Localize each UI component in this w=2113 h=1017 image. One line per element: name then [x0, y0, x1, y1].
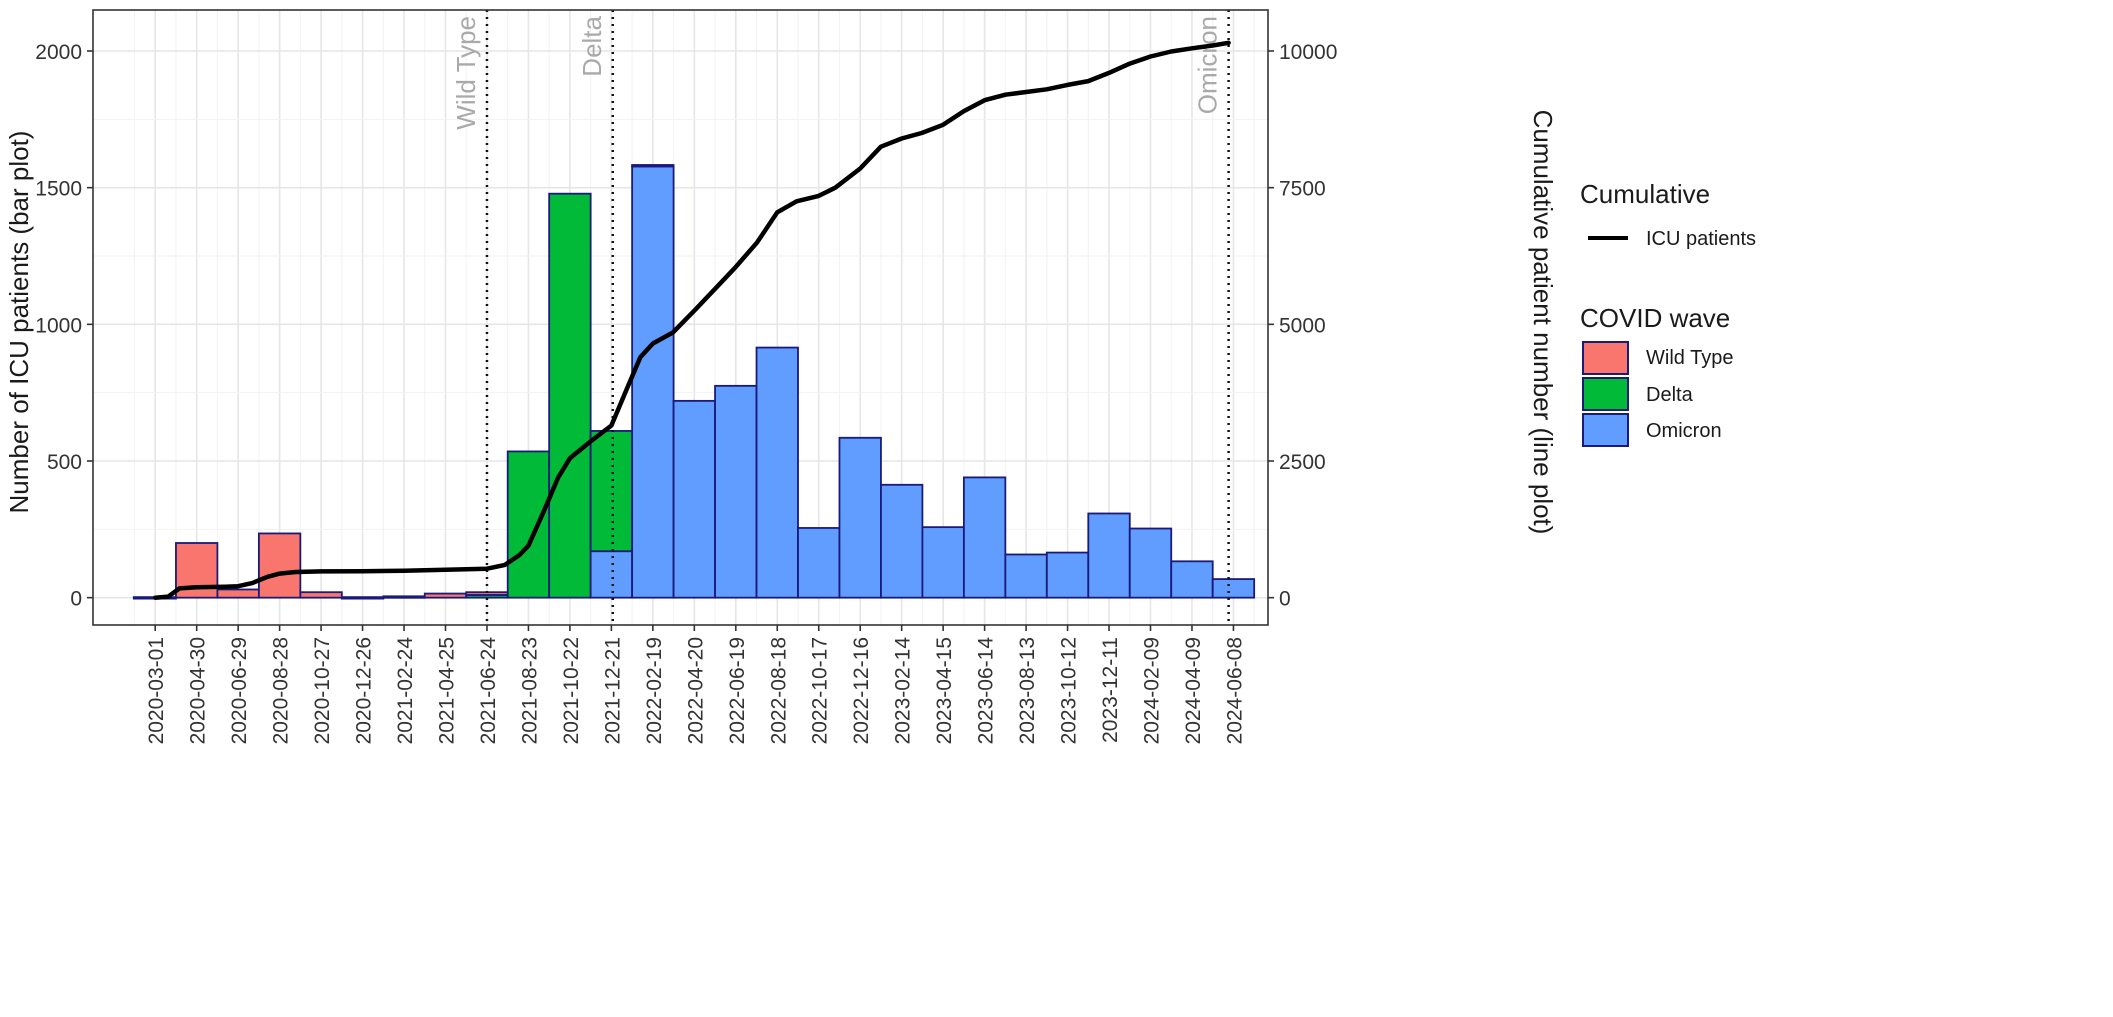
x-tick-label: 2024-04-09 — [1182, 637, 1205, 744]
legend-item-wild-type: Wild Type — [1646, 347, 1733, 369]
x-tick-label: 2021-06-24 — [477, 637, 500, 745]
x-tick-label: 2020-12-26 — [353, 637, 376, 744]
y2-tick-label: 10000 — [1279, 41, 1337, 64]
panel-border — [92, 9, 1269, 626]
bar-omicron — [1045, 551, 1090, 599]
bar-wild-type — [299, 591, 343, 599]
legend-key-omicron — [1582, 413, 1629, 447]
x-tick-label: 2021-08-23 — [518, 637, 541, 744]
x-tick-label: 2024-02-09 — [1141, 637, 1164, 744]
x-tick-label: 2020-03-01 — [145, 637, 168, 744]
cumulative-line-layer — [152, 40, 1231, 600]
bar-delta — [589, 430, 634, 553]
x-tick-label: 2024-06-08 — [1223, 637, 1246, 744]
bar-wild-type — [382, 595, 426, 599]
bar-omicron — [714, 384, 758, 599]
y-tick-label: 2000 — [35, 41, 82, 64]
wave-boundaries: Wild Type Delta Omicron — [451, 10, 1230, 625]
y2-tick-label: 7500 — [1279, 178, 1326, 201]
bar-omicron — [1128, 527, 1173, 599]
bar-wild-type — [423, 592, 468, 599]
legend-item-delta: Delta — [1646, 384, 1694, 406]
legend-cumulative-item: ICU patients — [1646, 228, 1756, 250]
legend-wave-title: COVID wave — [1580, 303, 1730, 333]
x-tick-label: 2021-04-25 — [436, 637, 459, 744]
bar-omicron — [589, 550, 634, 599]
x-tick-label: 2023-04-15 — [933, 637, 956, 744]
bar-omicron — [755, 346, 799, 599]
y-tick-label: 500 — [47, 451, 82, 474]
legend-cumulative-title: Cumulative — [1580, 179, 1710, 209]
x-tick-label: 2022-06-19 — [726, 637, 749, 744]
x-tick-label: 2022-12-16 — [850, 637, 873, 744]
bars — [132, 164, 1256, 600]
y2-tick-label: 0 — [1279, 588, 1291, 611]
x-tick-label: 2023-08-13 — [1016, 637, 1039, 744]
bar-wild-type — [216, 588, 260, 599]
legend-key-wild-type — [1582, 341, 1629, 375]
bar-omicron — [962, 476, 1007, 599]
bar-wild-type — [257, 532, 302, 599]
y2-axis-label: Cumulative patient number (line plot) — [1528, 110, 1558, 535]
bar-omicron — [1170, 560, 1214, 599]
y2-tick-label: 2500 — [1279, 451, 1326, 474]
x-tick-label: 2020-06-29 — [228, 637, 251, 744]
y-axis-left: 0 500 1000 1500 2000 — [35, 41, 93, 611]
y-tick-label: 1500 — [35, 178, 82, 201]
legend-item-omicron: Omicron — [1646, 420, 1722, 442]
x-tick-label: 2020-10-27 — [311, 637, 334, 744]
legend: Cumulative ICU patients COVID wave Wild … — [1580, 179, 1756, 447]
y-tick-label: 1000 — [35, 314, 82, 337]
bar-delta — [506, 450, 551, 599]
x-tick-label: 2023-10-12 — [1058, 637, 1081, 744]
x-tick-label: 2023-12-11 — [1099, 637, 1122, 743]
x-tick-label: 2021-12-21 — [601, 637, 624, 744]
wave-boundary-label: Wild Type — [451, 16, 481, 130]
y-tick-label: 0 — [70, 588, 82, 611]
x-tick-label: 2022-10-17 — [809, 637, 832, 744]
bar-omicron — [838, 436, 882, 599]
y-axis-right: 0 2500 5000 7500 10000 — [1268, 41, 1337, 611]
x-tick-label: 2021-02-24 — [394, 637, 417, 745]
cumulative-line — [152, 40, 1231, 600]
x-tick-label: 2020-04-30 — [187, 637, 210, 744]
bar-omicron — [672, 399, 716, 599]
bar-omicron — [1087, 512, 1131, 599]
wave-boundary-label: Delta — [577, 15, 607, 76]
bar-omicron — [1004, 553, 1048, 599]
x-tick-label: 2022-08-18 — [767, 637, 790, 744]
x-tick-label: 2022-02-19 — [643, 637, 666, 744]
x-tick-label: 2022-04-20 — [684, 637, 707, 744]
x-axis: 2020-03-01 2020-04-30 2020-06-29 2020-08-28… — [145, 625, 1246, 744]
panel-frame — [92, 9, 1269, 626]
bar-wild-type — [340, 596, 385, 600]
x-tick-label: 2023-02-14 — [892, 637, 915, 745]
legend-key-delta — [1582, 377, 1629, 411]
y-axis-label: Number of ICU patients (bar plot) — [4, 131, 34, 514]
bar-omicron — [880, 483, 924, 599]
wave-boundary-label: Omicron — [1193, 16, 1223, 114]
x-tick-label: 2023-06-14 — [975, 637, 998, 745]
bar-delta — [548, 192, 592, 599]
x-tick-label: 2021-10-22 — [560, 637, 583, 744]
bar-omicron — [631, 165, 675, 599]
x-tick-label: 2020-08-28 — [270, 637, 293, 744]
bar-omicron — [1211, 578, 1256, 599]
bar-delta — [631, 164, 675, 168]
bar-omicron — [921, 526, 965, 599]
y2-tick-label: 5000 — [1279, 314, 1326, 337]
bar-omicron — [797, 527, 841, 599]
